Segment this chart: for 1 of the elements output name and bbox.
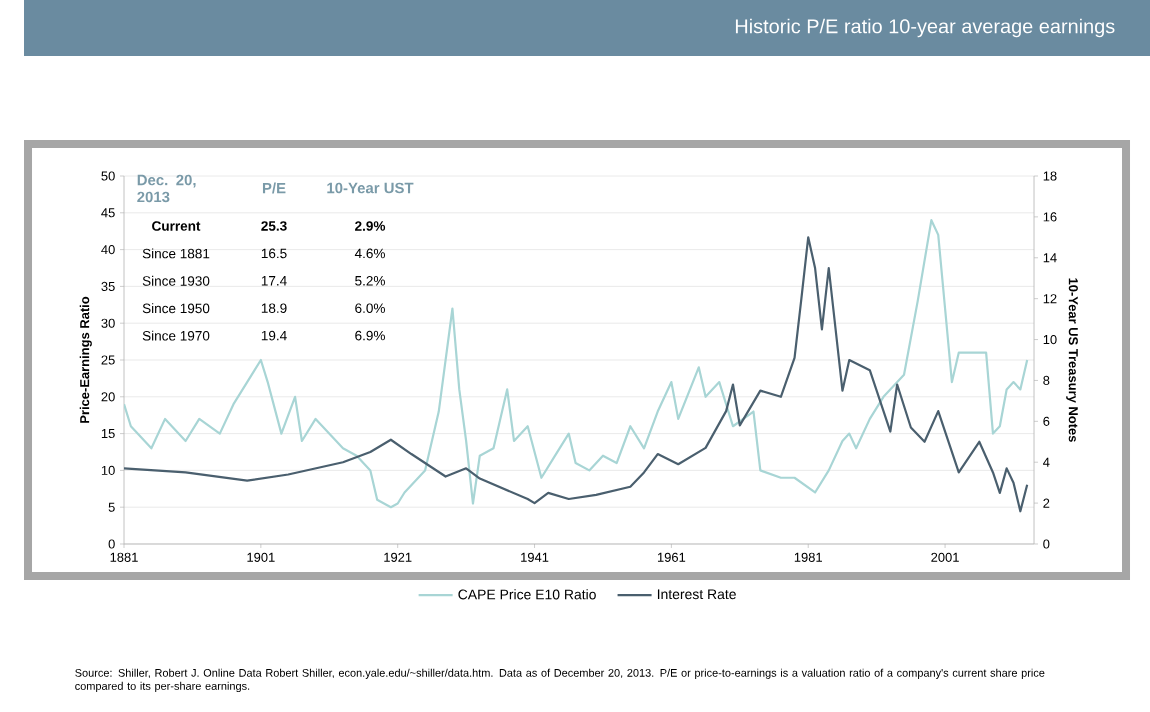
- chart-title: Historic P/E ratio 10-year average earnings: [735, 18, 1115, 38]
